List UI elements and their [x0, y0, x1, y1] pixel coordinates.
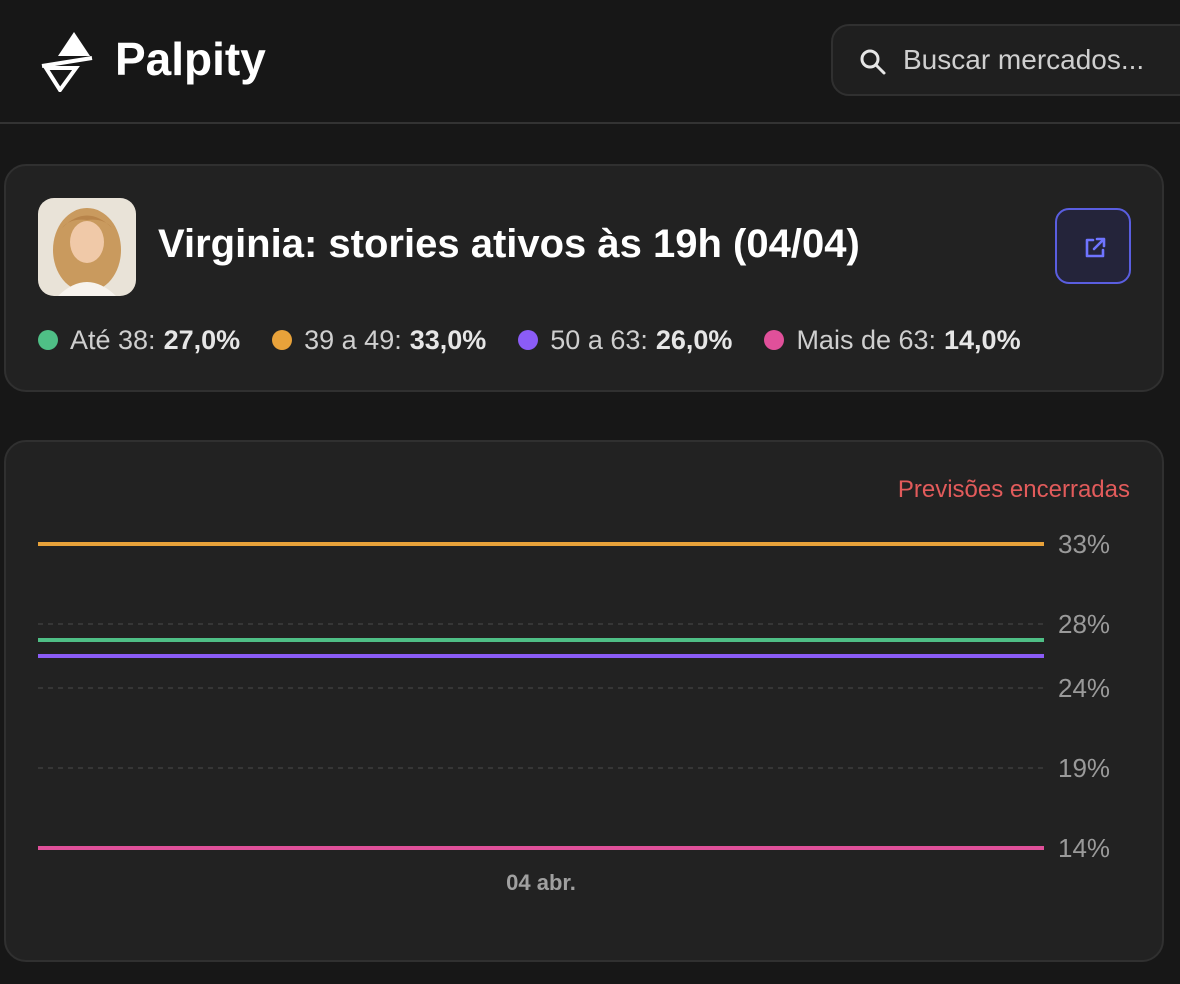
outcome-value: 14,0%: [944, 324, 1021, 355]
outcome-label: 50 a 63:: [550, 324, 648, 355]
outcome-item[interactable]: 50 a 63: 26,0%: [518, 325, 732, 356]
outcome-legend: Até 38: 27,0% 39 a 49: 33,0% 50 a 63: 26…: [38, 322, 1053, 358]
outcome-item[interactable]: 39 a 49: 33,0%: [272, 325, 486, 356]
y-tick-label: 19%: [1058, 753, 1110, 783]
outcome-value: 33,0%: [409, 324, 487, 355]
x-tick-label: 04 abr.: [506, 870, 576, 895]
probability-chart[interactable]: 33% 28% 24% 19% 14% 04 abr.: [6, 442, 1162, 960]
market-card: Virginia: stories ativos às 19h (04/04) …: [4, 164, 1164, 392]
market-title[interactable]: Virginia: stories ativos às 19h (04/04): [158, 222, 860, 266]
outcome-value: 26,0%: [655, 324, 733, 355]
open-external-button[interactable]: [1055, 208, 1131, 284]
search-input[interactable]: Buscar mercados...: [831, 24, 1180, 96]
chart-card: Previsões encerradas 33% 28% 24% 19% 14% 04 a…: [4, 440, 1164, 962]
outcome-label: 39 a 49:: [304, 324, 402, 355]
outcome-label: Mais de 63:: [796, 324, 937, 355]
outcome-item[interactable]: Até 38: 27,0%: [38, 325, 240, 356]
search-icon: [860, 49, 886, 75]
top-bar: Palpity Buscar mercados...: [0, 0, 1180, 124]
y-tick-label: 24%: [1058, 673, 1110, 703]
outcome-dot: [518, 330, 539, 350]
y-tick-label: 33%: [1058, 529, 1110, 559]
palpity-logo-icon[interactable]: [40, 30, 94, 92]
brand-name[interactable]: Palpity: [115, 33, 266, 85]
external-link-icon: [1085, 237, 1106, 258]
market-avatar: [38, 198, 136, 296]
predictions-closed-status: Previsões encerradas: [897, 476, 1130, 503]
outcome-dot: [38, 330, 58, 350]
search-placeholder[interactable]: Buscar mercados...: [903, 44, 1145, 75]
y-tick-label: 14%: [1058, 833, 1110, 863]
outcome-label: Até 38:: [70, 324, 156, 355]
outcome-dot: [272, 330, 293, 350]
outcome-value: 27,0%: [163, 324, 241, 355]
outcome-item[interactable]: Mais de 63: 14,0%: [764, 324, 1021, 356]
outcome-dot: [764, 330, 785, 350]
y-tick-label: 28%: [1058, 609, 1110, 639]
